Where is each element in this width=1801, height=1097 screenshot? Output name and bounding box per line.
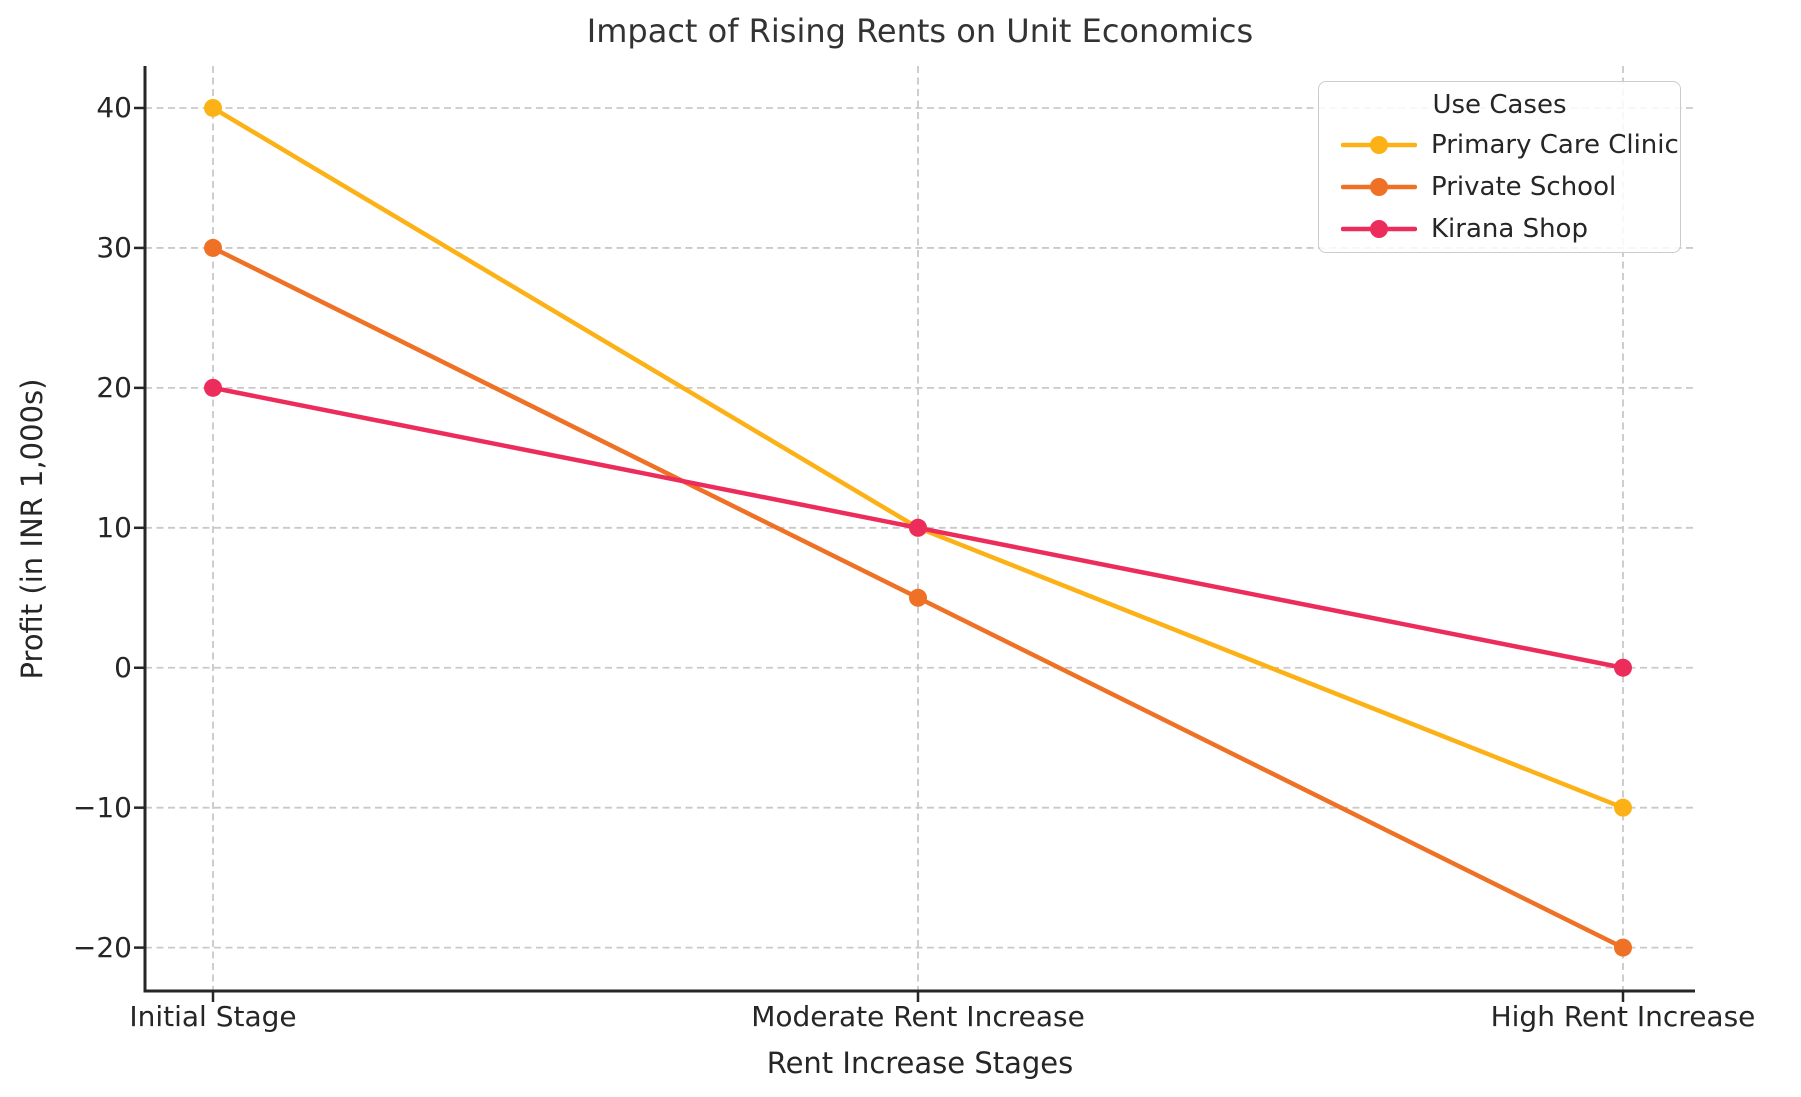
series-marker-private-school: [1614, 938, 1632, 957]
chart-title: Impact of Rising Rents on Unit Economics: [586, 12, 1254, 50]
x-tick-label: High Rent Increase: [1490, 1000, 1756, 1033]
series-marker-kirana-shop: [909, 518, 927, 537]
x-tick-label: Moderate Rent Increase: [751, 1000, 1085, 1033]
series-marker-primary-care-clinic: [1614, 798, 1632, 817]
y-axis-label: Profit (in INR 1,000s): [15, 378, 49, 680]
legend: Use Cases Primary Care Clinic Private Sch…: [1318, 81, 1681, 253]
legend-item-label: Primary Care Clinic: [1431, 130, 1679, 160]
x-axis-label: Rent Increase Stages: [766, 1046, 1074, 1080]
y-tick-label: −10: [72, 790, 132, 824]
series-marker-kirana-shop: [1614, 658, 1632, 677]
legend-title: Use Cases: [1432, 90, 1567, 120]
legend-swatch: [1341, 220, 1417, 238]
y-tick-label: 20: [96, 370, 132, 404]
axis-spines: [143, 66, 1695, 993]
y-tick-label: 30: [96, 230, 132, 264]
legend-item-label: Private School: [1431, 172, 1617, 202]
legend-swatch: [1341, 136, 1417, 154]
legend-item-private-school: Private School: [1319, 166, 1680, 208]
series-marker-private-school: [909, 588, 927, 607]
series-marker-private-school: [204, 238, 222, 257]
y-tick-label: −20: [72, 930, 132, 964]
series-marker-primary-care-clinic: [204, 98, 222, 117]
legend-item-label: Kirana Shop: [1431, 214, 1588, 244]
legend-item-list: Primary Care Clinic Private School Kirana …: [1319, 124, 1680, 250]
y-tick-label: 0: [114, 650, 132, 684]
legend-item-kirana-shop: Kirana Shop: [1319, 208, 1680, 250]
x-tick-label: Initial Stage: [129, 1000, 297, 1033]
y-tick-label: 10: [96, 510, 132, 544]
series-marker-kirana-shop: [204, 378, 222, 397]
legend-swatch: [1341, 178, 1417, 196]
y-tick-label: 40: [96, 90, 132, 124]
legend-item-primary-care-clinic: Primary Care Clinic: [1319, 124, 1680, 166]
